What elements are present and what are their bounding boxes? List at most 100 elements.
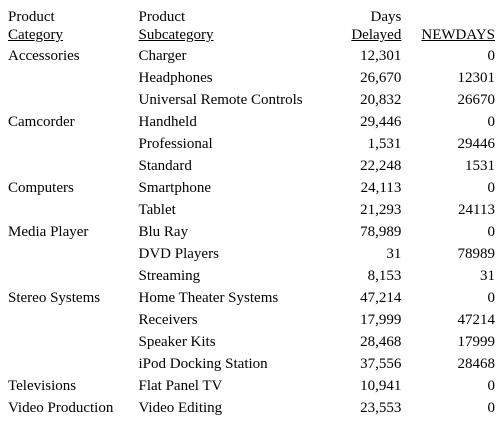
header-subcategory-line1: Product — [138, 9, 186, 25]
cell-category: Media Player — [8, 224, 89, 240]
cell-subcategory: Universal Remote Controls — [138, 92, 303, 108]
cell-days-delayed: 21,293 — [360, 202, 402, 218]
cell-days-delayed: 17,999 — [360, 312, 402, 328]
cell-subcategory: Home Theater Systems — [138, 290, 279, 306]
cell-newdays: 47214 — [457, 312, 496, 328]
header-days-delayed: Days Delayed — [328, 8, 405, 45]
cell-subcategory: Video Editing — [138, 400, 223, 416]
table-row: Media Player Blu Ray 78,989 0 — [4, 221, 499, 243]
cell-subcategory: Speaker Kits — [138, 334, 216, 350]
table-row: Professional 1,531 29446 — [4, 133, 499, 155]
header-subcategory-line2: Subcategory — [138, 27, 214, 43]
cell-days-delayed: 22,248 — [360, 158, 402, 174]
cell-days-delayed: 24,113 — [360, 180, 402, 196]
cell-subcategory: Streaming — [138, 268, 201, 284]
cell-category: Computers — [8, 180, 74, 196]
cell-category — [4, 67, 135, 89]
cell-subcategory: Smartphone — [138, 180, 212, 196]
table-row: Stereo Systems Home Theater Systems 47,214… — [4, 287, 499, 309]
cell-category — [4, 89, 135, 111]
report-header: Product Category Product Subcategory Day… — [4, 8, 499, 45]
cell-newdays: 12301 — [457, 70, 496, 86]
cell-subcategory: Handheld — [138, 114, 197, 130]
cell-subcategory: iPod Docking Station — [138, 356, 268, 372]
cell-category — [4, 309, 135, 331]
cell-days-delayed: 8,153 — [367, 268, 402, 284]
cell-category — [4, 133, 135, 155]
table-row: DVD Players 31 78989 — [4, 243, 499, 265]
cell-category: Accessories — [8, 48, 80, 64]
cell-category — [4, 155, 135, 177]
report-body: Accessories Charger 12,301 0 Headphones 26,67… — [4, 45, 499, 419]
table-row: Universal Remote Controls 20,832 26670 — [4, 89, 499, 111]
cell-days-delayed: 47,214 — [360, 290, 402, 306]
cell-subcategory: Flat Panel TV — [138, 378, 223, 394]
cell-days-delayed: 29,446 — [360, 114, 402, 130]
cell-days-delayed: 20,832 — [360, 92, 402, 108]
cell-category — [4, 331, 135, 353]
cell-category — [4, 353, 135, 375]
cell-days-delayed: 28,468 — [360, 334, 402, 350]
cell-subcategory: Tablet — [138, 202, 176, 218]
cell-category: Camcorder — [8, 114, 75, 130]
cell-category — [4, 265, 135, 287]
cell-newdays: 0 — [487, 114, 496, 130]
cell-days-delayed: 23,553 — [360, 400, 402, 416]
cell-category: Televisions — [8, 378, 77, 394]
cell-days-delayed: 37,556 — [360, 356, 402, 372]
cell-category: Video Production — [8, 400, 114, 416]
cell-newdays: 0 — [487, 180, 496, 196]
cell-subcategory: DVD Players — [138, 246, 219, 262]
header-category-line1: Product — [8, 9, 55, 25]
header-category: Product Category — [4, 8, 135, 45]
table-row: Standard 22,248 1531 — [4, 155, 499, 177]
header-days-line2: Delayed — [351, 27, 402, 43]
cell-days-delayed: 1,531 — [367, 136, 402, 152]
table-row: Headphones 26,670 12301 — [4, 67, 499, 89]
header-newdays-line2: NEWDAYS — [421, 27, 495, 43]
header-days-line1: Days — [370, 9, 402, 25]
header-category-line2: Category — [8, 27, 63, 43]
header-subcategory: Product Subcategory — [135, 8, 328, 45]
cell-days-delayed: 26,670 — [360, 70, 402, 86]
cell-days-delayed: 78,989 — [360, 224, 402, 240]
cell-newdays: 31 — [480, 268, 495, 284]
cell-subcategory: Standard — [138, 158, 192, 174]
table-row: Computers Smartphone 24,113 0 — [4, 177, 499, 199]
table-row: Camcorder Handheld 29,446 0 — [4, 111, 499, 133]
table-row: Receivers 17,999 47214 — [4, 309, 499, 331]
cell-category — [4, 199, 135, 221]
cell-days-delayed: 12,301 — [360, 48, 402, 64]
cell-subcategory: Charger — [138, 48, 187, 64]
table-row: Speaker Kits 28,468 17999 — [4, 331, 499, 353]
table-row: iPod Docking Station 37,556 28468 — [4, 353, 499, 375]
header-row: Product Category Product Subcategory Day… — [4, 8, 499, 45]
cell-category: Stereo Systems — [8, 290, 101, 306]
cell-newdays: 0 — [487, 224, 496, 240]
cell-days-delayed: 31 — [386, 246, 402, 262]
table-row: Tablet 21,293 24113 — [4, 199, 499, 221]
cell-newdays: 24113 — [458, 202, 495, 218]
table-row: Streaming 8,153 31 — [4, 265, 499, 287]
cell-subcategory: Headphones — [138, 70, 213, 86]
cell-newdays: 78989 — [457, 246, 496, 262]
cell-newdays: 1531 — [465, 158, 495, 174]
cell-newdays: 17999 — [457, 334, 496, 350]
cell-category — [4, 243, 135, 265]
cell-newdays: 26670 — [457, 92, 496, 108]
cell-newdays: 0 — [487, 378, 496, 394]
cell-newdays: 28468 — [457, 356, 496, 372]
table-row: Video Production Video Editing 23,553 0 — [4, 397, 499, 419]
report-table: Product Category Product Subcategory Day… — [4, 8, 499, 419]
table-row: Accessories Charger 12,301 0 — [4, 45, 499, 67]
header-newdays: NEWDAYS — [405, 8, 499, 45]
cell-days-delayed: 10,941 — [360, 378, 402, 394]
cell-newdays: 0 — [487, 400, 496, 416]
table-row: Televisions Flat Panel TV 10,941 0 — [4, 375, 499, 397]
cell-subcategory: Blu Ray — [138, 224, 189, 240]
cell-newdays: 0 — [487, 48, 496, 64]
cell-subcategory: Receivers — [138, 312, 198, 328]
cell-newdays: 29446 — [457, 136, 496, 152]
cell-subcategory: Professional — [138, 136, 213, 152]
cell-newdays: 0 — [487, 290, 496, 306]
